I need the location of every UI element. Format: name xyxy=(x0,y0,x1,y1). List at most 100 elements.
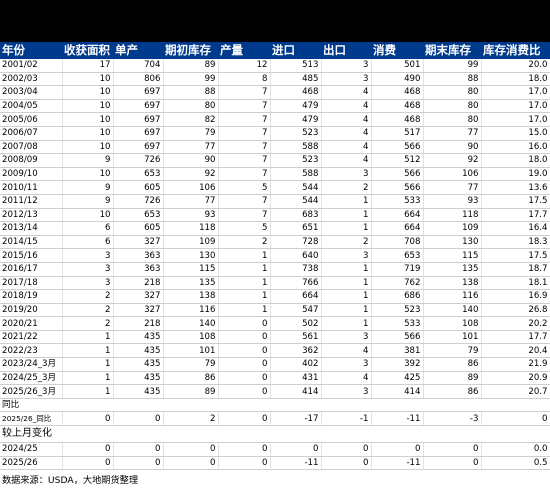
value-cell: 3 xyxy=(321,357,372,372)
value-cell: 653 xyxy=(113,167,164,182)
value-cell: 697 xyxy=(113,140,164,155)
value-cell: 402 xyxy=(270,357,322,372)
value-cell: 3 xyxy=(321,167,372,182)
value-cell: 130 xyxy=(163,248,219,263)
value-cell: 2 xyxy=(62,303,114,318)
value-cell: 7 xyxy=(218,153,271,168)
table-row: 2012/13 10 653 93 7 683 1 664 118 17.7 xyxy=(0,208,550,223)
value-cell: 7 xyxy=(218,112,271,127)
table-row: 2011/12 9 726 77 7 544 1 533 93 17.5 xyxy=(0,194,550,209)
value-cell: 80 xyxy=(423,112,482,127)
value-cell: 588 xyxy=(270,140,322,155)
value-cell: -11 xyxy=(371,456,424,471)
value-cell: 80 xyxy=(163,99,219,114)
value-cell: 26.8 xyxy=(481,303,550,318)
value-cell: 766 xyxy=(270,276,322,291)
value-cell: 109 xyxy=(163,235,219,250)
year-cell: 2025/26_同比 xyxy=(0,411,63,427)
year-cell: 2006/07 xyxy=(0,126,63,141)
table-row: 2024/25 0 0 0 0 0 0 0 0 0.0 xyxy=(0,442,550,457)
value-cell: 363 xyxy=(113,262,164,277)
value-cell: 327 xyxy=(113,303,164,318)
value-cell: 20.7 xyxy=(481,384,550,399)
value-cell: 468 xyxy=(270,85,322,100)
table-row: 2017/18 3 218 135 1 766 1 762 138 18.1 xyxy=(0,276,550,291)
table-row: 2015/16 3 363 130 1 640 3 653 115 17.5 xyxy=(0,248,550,263)
value-cell: 4 xyxy=(321,112,372,127)
column-header: 出口 xyxy=(321,42,371,59)
value-cell: 762 xyxy=(371,276,424,291)
table-row: 2022/23 1 435 101 0 362 4 381 79 20.4 xyxy=(0,343,550,359)
year-cell: 2009/10 xyxy=(0,167,63,182)
value-cell: 566 xyxy=(371,330,424,345)
column-header: 消费 xyxy=(371,42,423,59)
value-cell: 77 xyxy=(423,180,482,195)
value-cell: 1 xyxy=(218,289,271,304)
value-cell: 99 xyxy=(163,72,219,87)
value-cell: 4 xyxy=(321,85,372,100)
value-cell: 0 xyxy=(113,442,164,457)
value-cell: 99 xyxy=(423,58,482,73)
value-cell: 0 xyxy=(423,456,482,471)
value-cell: 16.9 xyxy=(481,289,550,304)
table-row: 2016/17 3 363 115 1 738 1 719 135 18.7 xyxy=(0,262,550,277)
value-cell: 118 xyxy=(163,221,219,236)
value-cell: 0 xyxy=(218,371,271,386)
value-cell: 544 xyxy=(270,180,322,195)
value-cell: 17.5 xyxy=(481,248,550,263)
column-header: 期末库存 xyxy=(423,42,481,59)
value-cell: 116 xyxy=(423,289,482,304)
value-cell: 13.6 xyxy=(481,180,550,195)
value-cell: 1 xyxy=(321,208,372,223)
value-cell: 140 xyxy=(423,303,482,318)
value-cell: 20.4 xyxy=(481,343,550,359)
source-note: 数据来源：USDA，大地期货整理 xyxy=(2,475,139,487)
value-cell: 435 xyxy=(113,384,164,399)
value-cell: 19.0 xyxy=(481,167,550,182)
value-cell: 1 xyxy=(62,384,114,399)
table-row: 2024/25_3月 1 435 86 0 431 4 425 89 20.9 xyxy=(0,371,550,386)
year-cell: 2019/20 xyxy=(0,303,63,318)
value-cell: 4 xyxy=(321,343,372,359)
yoy-section-title-label: 同比 xyxy=(0,398,550,413)
value-cell: 414 xyxy=(371,384,424,399)
value-cell: 479 xyxy=(270,112,322,127)
value-cell: 485 xyxy=(270,72,322,87)
value-cell: 502 xyxy=(270,316,322,331)
value-cell: 806 xyxy=(113,72,164,87)
value-cell: 512 xyxy=(371,153,424,168)
year-cell: 2020/21 xyxy=(0,316,63,331)
value-cell: -17 xyxy=(270,411,322,427)
column-header: 收获面积 xyxy=(62,42,113,59)
value-cell: 10 xyxy=(62,167,114,182)
value-cell: 17.0 xyxy=(481,85,550,100)
value-cell: 0.0 xyxy=(481,442,550,457)
value-cell: 0 xyxy=(218,456,271,471)
value-cell: -11 xyxy=(270,456,322,471)
value-cell: 435 xyxy=(113,357,164,372)
value-cell: 0 xyxy=(218,343,271,359)
value-cell: 1 xyxy=(321,262,372,277)
value-cell: 0 xyxy=(113,411,164,427)
value-cell: 0 xyxy=(481,411,550,427)
value-cell: 0 xyxy=(423,442,482,457)
value-cell: 0 xyxy=(218,316,271,331)
table-row: 2009/10 10 653 92 7 588 3 566 106 19.0 xyxy=(0,167,550,182)
value-cell: 0 xyxy=(163,456,219,471)
value-cell: 544 xyxy=(270,194,322,209)
value-cell: 726 xyxy=(113,194,164,209)
value-cell: 79 xyxy=(163,126,219,141)
value-cell: 7 xyxy=(218,140,271,155)
value-cell: 4 xyxy=(321,126,372,141)
value-cell: 3 xyxy=(62,262,114,277)
year-cell: 2021/22 xyxy=(0,330,63,345)
table-row: 2025/26 0 0 0 0 -11 0 -11 0 0.5 xyxy=(0,456,550,471)
value-cell: 664 xyxy=(371,208,424,223)
value-cell: 0 xyxy=(321,456,372,471)
value-cell: 4 xyxy=(321,153,372,168)
table-row: 2005/06 10 697 82 7 479 4 468 80 17.0 xyxy=(0,112,550,127)
value-cell: 7 xyxy=(218,208,271,223)
value-cell: 86 xyxy=(423,384,482,399)
value-cell: 86 xyxy=(423,357,482,372)
value-cell: 10 xyxy=(62,140,114,155)
